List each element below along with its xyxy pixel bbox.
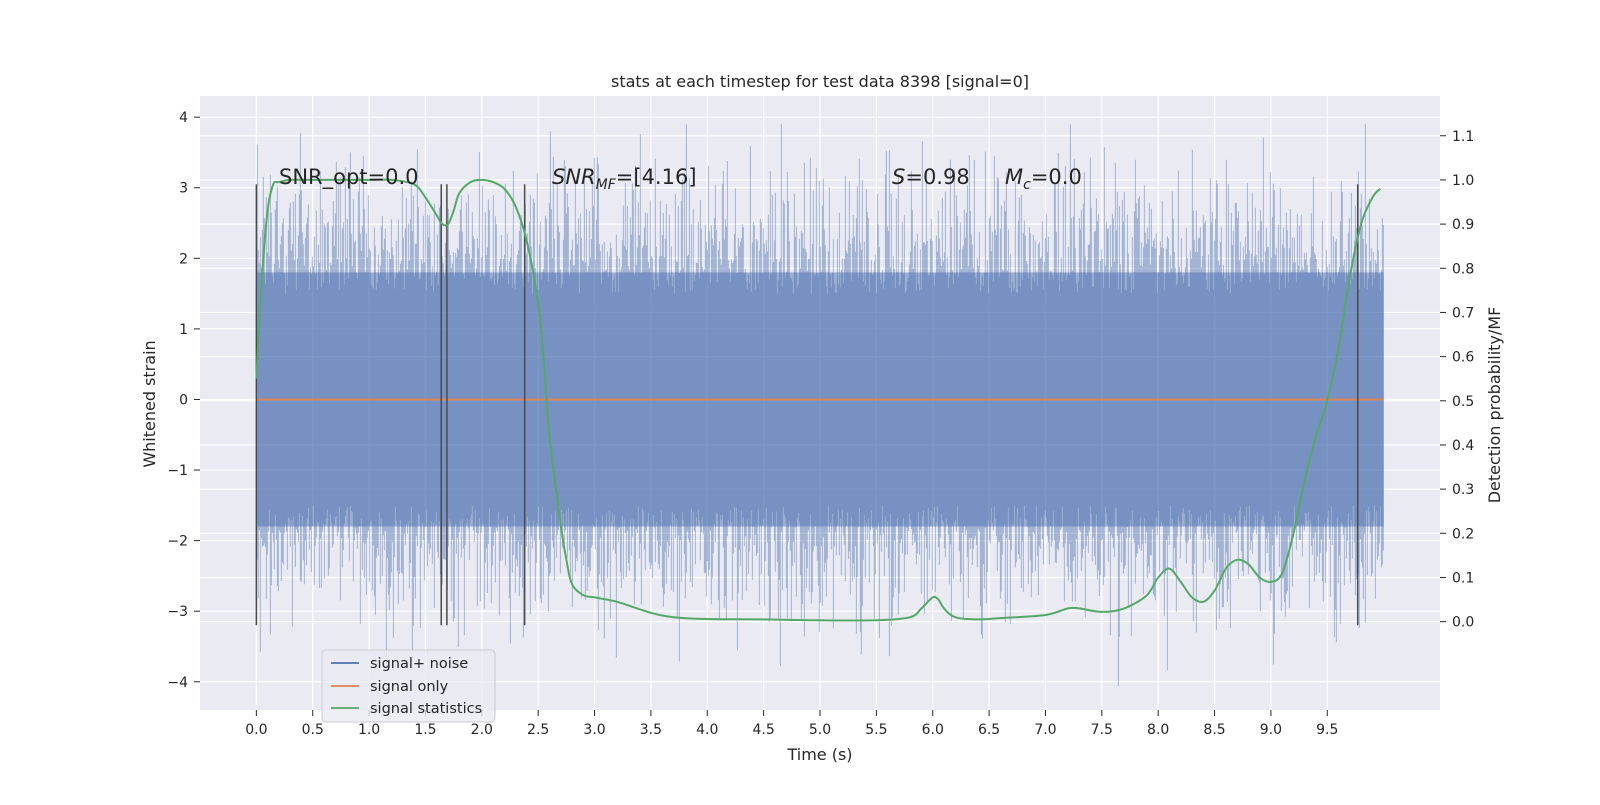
x-tick-label: 8.5: [1203, 722, 1225, 738]
right-y-tick-label: 0.1: [1452, 570, 1474, 586]
x-tick-label: 5.0: [809, 722, 831, 738]
annotation-s: S=0.98: [892, 165, 970, 189]
annotation-snr-mf-value: =[4.16]: [616, 165, 697, 189]
x-tick-label: 1.0: [358, 722, 380, 738]
y-tick-label: −4: [167, 675, 188, 691]
right-y-tick-label: 0.2: [1452, 526, 1474, 542]
chart-title: stats at each timestep for test data 839…: [611, 72, 1029, 91]
event-markers: [255, 184, 1359, 626]
right-y-ticks: 0.0 0.1 0.2 0.3 0.4 0.5 0.6 0.7 0.8 0.9 1.0 1.1: [1440, 129, 1474, 631]
annotation-snr-mf-subscript: MF: [596, 177, 617, 193]
x-axis-label: Time (s): [786, 745, 852, 764]
right-y-tick-label: 0.0: [1452, 615, 1474, 631]
y-tick-label: 0: [179, 392, 188, 408]
x-tick-label: 3.5: [640, 722, 662, 738]
legend-label-signal-statistics: signal statistics: [370, 701, 482, 717]
legend: signal+ noise signal only signal statist…: [321, 649, 496, 723]
annotation-snr-mf-symbol: SNR: [552, 165, 596, 189]
y-axis-label: Whitened strain: [140, 340, 159, 467]
annotation-s-value: =0.98: [905, 165, 969, 189]
x-tick-label: 6.0: [922, 722, 944, 738]
legend-label-signal-only: signal only: [370, 679, 449, 695]
y-tick-label: 3: [179, 181, 188, 197]
annotation-mc-symbol: M: [1005, 165, 1023, 189]
y-tick-label: 2: [179, 251, 188, 267]
right-y-axis-label: Detection probability/MF: [1485, 307, 1504, 504]
right-y-tick-label: 0.5: [1452, 394, 1474, 410]
right-y-tick-label: 0.7: [1452, 305, 1474, 321]
x-tick-label: 9.0: [1260, 722, 1282, 738]
y-ticks: −4 −3 −2 −1 0 1 2 3 4: [167, 110, 200, 691]
right-y-tick-label: 0.6: [1452, 350, 1474, 366]
y-tick-label: 4: [179, 110, 188, 126]
right-y-tick-label: 0.9: [1452, 217, 1474, 233]
x-tick-label: 7.5: [1091, 722, 1113, 738]
y-tick-label: −3: [167, 604, 188, 620]
x-tick-label: 9.5: [1316, 722, 1338, 738]
x-tick-label: 4.0: [696, 722, 718, 738]
y-tick-label: −1: [167, 463, 188, 479]
x-ticks: 0.0 0.5 1.0 1.5 2.0 2.5 3.0 3.5 4.0 4.5 5.0 5.5 6.0 6…: [245, 710, 1338, 738]
legend-label-signal-plus-noise: signal+ noise: [370, 656, 468, 672]
x-tick-label: 2.5: [527, 722, 549, 738]
series-signal-statistics: [255, 178, 1382, 622]
annotation-mc-subscript: c: [1023, 177, 1031, 193]
annotation-mc: Mc=0.0: [1005, 165, 1082, 193]
right-y-tick-label: 1.0: [1452, 173, 1474, 189]
x-tick-label: 7.0: [1034, 722, 1056, 738]
x-tick-label: 2.0: [471, 722, 493, 738]
signal-statistics-line: [255, 178, 1382, 622]
right-y-tick-label: 1.1: [1452, 129, 1474, 145]
x-tick-label: 8.0: [1147, 722, 1169, 738]
annotation-snr-opt: SNR_opt=0.0: [279, 165, 419, 190]
y-tick-label: −2: [167, 534, 188, 550]
x-tick-label: 4.5: [753, 722, 775, 738]
legend-box: [321, 649, 496, 723]
y-tick-label: 1: [179, 322, 188, 338]
x-tick-label: 0.5: [302, 722, 324, 738]
annotation-s-symbol: S: [892, 165, 905, 189]
x-tick-label: 1.5: [414, 722, 436, 738]
right-y-tick-label: 0.8: [1452, 261, 1474, 277]
right-y-tick-label: 0.3: [1452, 482, 1474, 498]
x-tick-label: 6.5: [978, 722, 1000, 738]
x-tick-label: 3.0: [583, 722, 605, 738]
x-tick-label: 5.5: [865, 722, 887, 738]
annotation-snr-mf: SNRMF=[4.16]: [552, 165, 697, 193]
annotation-mc-value: =0.0: [1031, 165, 1082, 189]
x-tick-label: 0.0: [245, 722, 267, 738]
right-y-tick-label: 0.4: [1452, 438, 1474, 454]
